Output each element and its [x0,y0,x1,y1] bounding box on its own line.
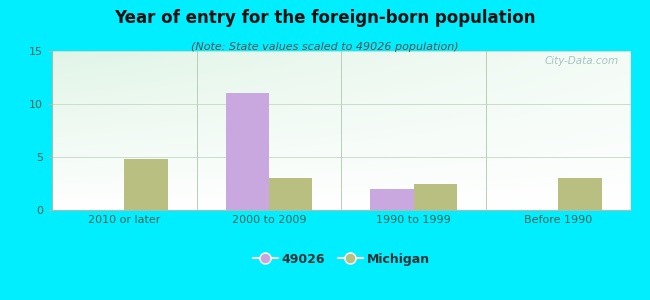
Bar [413,184,457,210]
Bar [124,159,168,210]
Bar [269,178,312,210]
Text: City-Data.com: City-Data.com [545,56,619,66]
Bar [558,178,601,210]
Bar [226,93,269,210]
Legend: 49026, Michigan: 49026, Michigan [248,248,435,271]
Bar [370,189,413,210]
Text: (Note: State values scaled to 49026 population): (Note: State values scaled to 49026 popu… [191,42,459,52]
Text: Year of entry for the foreign-born population: Year of entry for the foreign-born popul… [114,9,536,27]
